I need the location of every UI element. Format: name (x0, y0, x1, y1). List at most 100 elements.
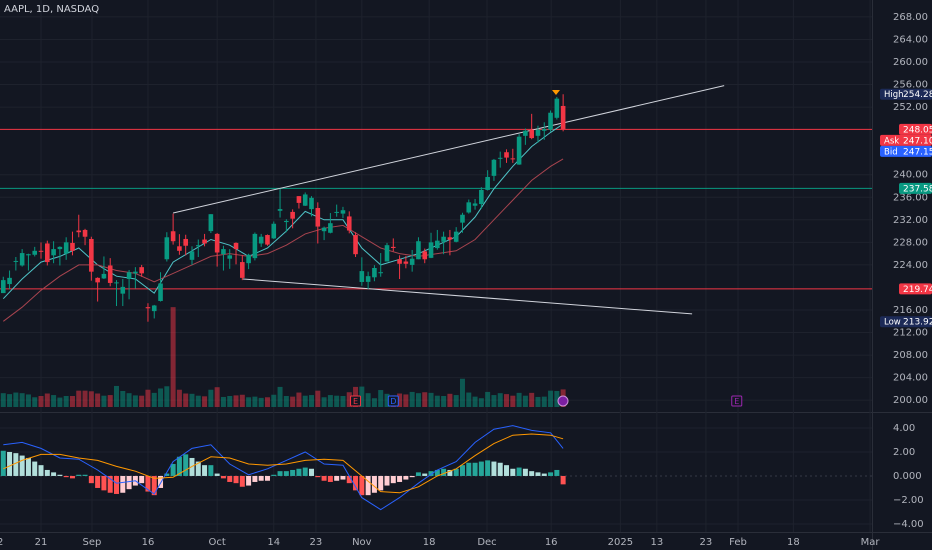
candle-body (359, 271, 365, 282)
volume-bar (554, 390, 560, 407)
macd-histogram-bar (51, 472, 57, 476)
macd-histogram-bar (359, 475, 365, 496)
flag-marker (552, 90, 560, 95)
candle-body (523, 130, 528, 136)
macd-histogram-bar (233, 475, 239, 484)
macd-histogram-bar (529, 471, 535, 476)
macd-histogram-bar (214, 473, 220, 476)
volume-bar (529, 392, 535, 407)
volume-bar (378, 390, 384, 407)
candle-body (397, 259, 402, 264)
volume-bar (428, 392, 434, 407)
y-tick-label: 228.00 (893, 237, 928, 248)
macd-histogram-bar (69, 475, 75, 479)
y-tick-label: 252.00 (893, 102, 928, 113)
macd-histogram-bar (44, 469, 50, 476)
volume-bar (371, 398, 377, 407)
volume-bar (422, 392, 428, 407)
signal-line (3, 433, 564, 494)
macd-histogram-bar (252, 475, 258, 482)
volume-bar (491, 395, 497, 407)
volume-bar (397, 393, 403, 407)
volume-bar (189, 393, 195, 407)
volume-bar (208, 389, 214, 407)
macd-histogram-bar (510, 468, 516, 476)
symbol-title: AAPL, 1D, NASDAQ (4, 4, 99, 15)
macd-histogram-bar (202, 465, 208, 476)
candle-body (516, 136, 522, 165)
event-icon[interactable] (557, 395, 569, 407)
y-tick-label: 216.00 (893, 305, 928, 316)
macd-histogram-bar (365, 475, 371, 496)
macd-histogram-bar (139, 475, 145, 484)
macd-histogram-bar (158, 475, 164, 488)
candle-body (252, 233, 258, 259)
volume-bar (327, 395, 333, 407)
y-tick-label: 0.000 (893, 471, 922, 482)
candle-body (529, 129, 534, 139)
price-tag (880, 145, 932, 157)
volume-bar (233, 395, 239, 407)
price-tag (899, 123, 932, 135)
macd-histogram-bar (472, 462, 478, 476)
event-icon (350, 395, 362, 407)
candle-body (271, 223, 277, 239)
macd-histogram-bar (327, 475, 333, 482)
volume-bar (132, 395, 138, 407)
candle-body (409, 258, 415, 265)
candle-body (19, 253, 25, 266)
macd-histogram-bar (428, 471, 434, 476)
volume-bar (164, 386, 170, 407)
candle-body (497, 157, 503, 159)
price-tag-value: 247.10 (903, 136, 932, 146)
x-tick-label: 23 (310, 537, 323, 548)
candle-body (177, 246, 182, 251)
candle-body (151, 305, 157, 312)
y-tick-label: 264.00 (893, 34, 928, 45)
x-tick-label: 18 (787, 537, 800, 548)
macd-histogram-bar (283, 471, 289, 476)
event-label: E (734, 397, 739, 406)
macd-histogram-bar (516, 467, 522, 476)
price-tag-name: Low (884, 318, 901, 328)
macd-histogram-bar (535, 472, 541, 476)
event-label: D (390, 397, 396, 406)
macd-histogram-bar (353, 475, 359, 491)
macd-histogram-bar (453, 468, 459, 476)
volume-bar (334, 395, 340, 407)
macd-histogram-bar (7, 451, 13, 476)
macd-histogram-bar (554, 469, 560, 476)
candle-body (183, 238, 188, 246)
volume-bar (346, 392, 352, 407)
candle-body (541, 129, 547, 131)
candle-body (45, 243, 50, 263)
candle-body (384, 245, 390, 262)
y-tick-label: −2.00 (893, 495, 924, 506)
candle-body (145, 307, 151, 309)
price-tag-value: 247.15 (903, 147, 932, 157)
y-tick-label: 268.00 (893, 12, 928, 23)
macd-histogram-bar (32, 461, 38, 476)
volume-bar (504, 394, 510, 407)
volume-bar (76, 390, 82, 407)
event-label: E (353, 397, 358, 406)
volume-bar (264, 397, 270, 407)
volume-bar (296, 392, 302, 407)
macd-histogram-bar (504, 465, 510, 476)
macd-histogram-bar (25, 457, 31, 476)
volume-bar (466, 392, 472, 407)
volume-bar (472, 396, 478, 407)
candle-body (277, 209, 283, 211)
volume-bar (176, 389, 182, 407)
volume-bar (258, 397, 264, 407)
candle-body (240, 262, 245, 278)
candle-body (32, 250, 38, 255)
axes: 12 21 Sep 16 Oct 14 23 Nov 18 Dec 16 2025 13 23 Feb 18 M… (0, 12, 932, 548)
volume-bar (453, 395, 459, 407)
volume-bar (25, 394, 31, 407)
volume-bar (32, 397, 38, 407)
y-tick-label: 236.00 (893, 192, 928, 203)
candle-body (328, 223, 333, 233)
volume-bar (252, 396, 258, 407)
